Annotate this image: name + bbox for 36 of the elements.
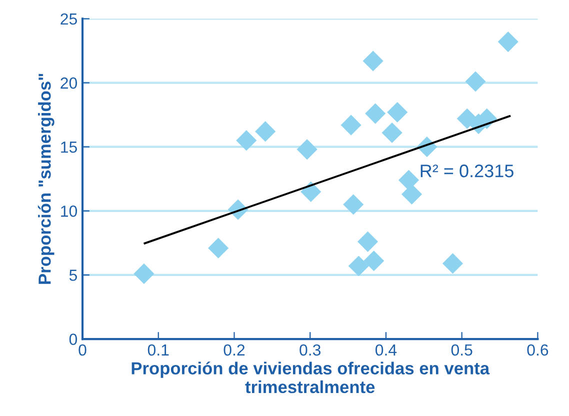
- x-tick-label: 0: [78, 344, 86, 356]
- point: [348, 256, 369, 276]
- point: [255, 121, 276, 142]
- x-tick-label: 0.3: [300, 344, 321, 356]
- point: [362, 50, 384, 72]
- point: [357, 231, 378, 252]
- y-axis-title: Proporción "sumergidos": [38, 74, 54, 284]
- point: [498, 31, 518, 52]
- point: [208, 238, 229, 258]
- y-tick-label: 25: [60, 13, 77, 25]
- point: [365, 103, 386, 124]
- y-tick-label: 10: [61, 206, 78, 217]
- point: [401, 184, 422, 205]
- point: [134, 263, 154, 284]
- point: [343, 194, 364, 215]
- point: [236, 130, 257, 151]
- point: [340, 114, 362, 136]
- x-tick-label: 0.2: [224, 344, 245, 356]
- point: [465, 71, 486, 92]
- x-tick-label: 0.4: [375, 344, 397, 356]
- point: [442, 253, 464, 274]
- point: [398, 170, 420, 190]
- point: [300, 181, 322, 202]
- y-tick-label: 0: [69, 334, 78, 345]
- point: [382, 122, 402, 144]
- point: [387, 102, 408, 123]
- x-tick-label: 0.6: [527, 344, 548, 356]
- y-tick-label: 15: [61, 142, 77, 153]
- x-axis-title: Proporción de viviendas ofrecidas en venta trimestralmente: [132, 362, 490, 394]
- annotation: R² = 0.2315: [420, 164, 514, 178]
- x-tick-label: 0.1: [148, 344, 169, 356]
- x-tick-label: 0.5: [451, 344, 472, 356]
- point: [364, 250, 384, 272]
- point: [296, 139, 318, 160]
- y-tick-label: 20: [60, 77, 78, 89]
- y-tick-label: 5: [69, 270, 77, 281]
